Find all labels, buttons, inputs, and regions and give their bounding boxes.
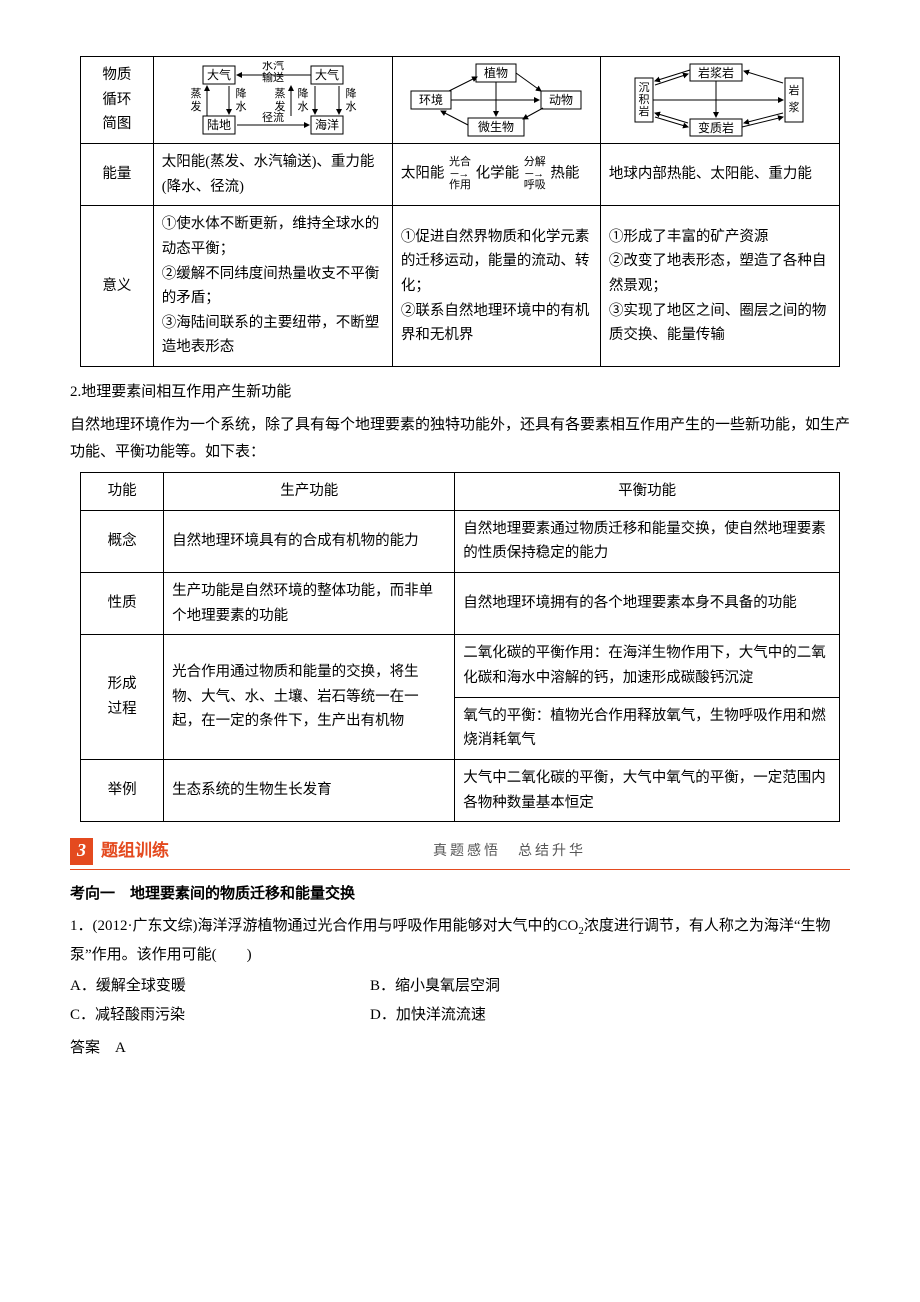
cell: ①使水体不断更新，维持全球水的动态平衡； ②缓解不同纬度间热量收支不平衡的矛盾；… bbox=[153, 206, 392, 367]
table-row: 举例 生态系统的生物生长发育 大气中二氧化碳的平衡，大气中氧气的平衡，一定范围内… bbox=[81, 759, 840, 821]
svg-text:岩: 岩 bbox=[788, 83, 799, 97]
option-d: D．加快洋流流速 bbox=[370, 1002, 670, 1029]
answer-line: 答案 A bbox=[70, 1035, 850, 1062]
node-daqi1: 大气 bbox=[207, 67, 231, 82]
svg-text:微生物: 微生物 bbox=[478, 120, 514, 134]
svg-text:岩: 岩 bbox=[638, 104, 649, 118]
diagram-rock-cycle: 岩浆岩 沉 积 岩 岩 浆 变质岩 bbox=[600, 57, 839, 144]
cell: 二氧化碳的平衡作用：在海洋生物作用下，大气中的二氧化碳和海水中溶解的钙，加速形成… bbox=[455, 635, 840, 697]
option-row: A．缓解全球变暖 B．缩小臭氧层空洞 bbox=[70, 973, 850, 1000]
svg-text:径流: 径流 bbox=[262, 110, 284, 124]
row-label: 物质 循环 简图 bbox=[81, 57, 154, 144]
cell: 大气中二氧化碳的平衡，大气中氧气的平衡，一定范围内各物种数量基本恒定 bbox=[455, 759, 840, 821]
node-daqi2: 大气 bbox=[315, 67, 339, 82]
cell: 自然地理环境拥有的各个地理要素本身不具备的功能 bbox=[455, 573, 840, 635]
table-row: 意义 ①使水体不断更新，维持全球水的动态平衡； ②缓解不同纬度间热量收支不平衡的… bbox=[81, 206, 840, 367]
col-header: 功能 bbox=[81, 473, 164, 511]
svg-text:环境: 环境 bbox=[419, 92, 443, 107]
option-row: C．减轻酸雨污染 D．加快洋流流速 bbox=[70, 1002, 850, 1029]
option-c: C．减轻酸雨污染 bbox=[70, 1002, 370, 1029]
svg-text:岩浆岩: 岩浆岩 bbox=[698, 65, 734, 80]
svg-text:浆: 浆 bbox=[788, 100, 799, 114]
cell: 生产功能是自然环境的整体功能，而非单个地理要素的功能 bbox=[164, 573, 455, 635]
cycle-comparison-table: 物质 循环 简图 大气 大气 陆地 海洋 bbox=[80, 56, 840, 367]
cell: 自然地理环境具有的合成有机物的能力 bbox=[164, 510, 455, 572]
row-label: 形成 过程 bbox=[81, 635, 164, 760]
section-subtitle: 真题感悟 总结升华 bbox=[169, 839, 850, 864]
table-row: 概念 自然地理环境具有的合成有机物的能力 自然地理要素通过物质迁移和能量交换，使… bbox=[81, 510, 840, 572]
table-row: 功能 生产功能 平衡功能 bbox=[81, 473, 840, 511]
svg-text:变质岩: 变质岩 bbox=[698, 120, 734, 135]
diagram-bio-cycle: 植物 环境 动物 微生物 bbox=[392, 57, 600, 144]
cell: ①形成了丰富的矿产资源 ②改变了地表形态，塑造了各种自然景观； ③实现了地区之间… bbox=[600, 206, 839, 367]
cell: 太阳能(蒸发、水汽输送)、重力能(降水、径流) bbox=[153, 144, 392, 206]
node-haiyang: 海洋 bbox=[315, 117, 339, 132]
table-row: 性质 生产功能是自然环境的整体功能，而非单个地理要素的功能 自然地理环境拥有的各… bbox=[81, 573, 840, 635]
svg-text:水: 水 bbox=[235, 100, 246, 113]
section-badge: 3 bbox=[70, 838, 93, 864]
option-a: A．缓解全球变暖 bbox=[70, 973, 370, 1000]
row-label: 能量 bbox=[81, 144, 154, 206]
svg-text:水: 水 bbox=[297, 100, 308, 113]
diagram-water-cycle: 大气 大气 陆地 海洋 水汽 输送 蒸 发 降 水 bbox=[153, 57, 392, 144]
cell-energy-bio: 太阳能 光合─→作用 化学能 分解─→呼吸 热能 bbox=[392, 144, 600, 206]
node-ludi: 陆地 bbox=[207, 117, 231, 132]
table-row: 物质 循环 简图 大气 大气 陆地 海洋 bbox=[81, 57, 840, 144]
svg-text:输送: 输送 bbox=[262, 70, 284, 84]
row-label: 概念 bbox=[81, 510, 164, 572]
row-label: 性质 bbox=[81, 573, 164, 635]
col-header: 平衡功能 bbox=[455, 473, 840, 511]
topic-heading: 考向一 地理要素间的物质迁移和能量交换 bbox=[70, 880, 850, 907]
cell: 氧气的平衡：植物光合作用释放氧气，生物呼吸作用和燃烧消耗氧气 bbox=[455, 697, 840, 759]
col-header: 生产功能 bbox=[164, 473, 455, 511]
svg-text:降: 降 bbox=[235, 86, 246, 100]
table-row: 能量 太阳能(蒸发、水汽输送)、重力能(降水、径流) 太阳能 光合─→作用 化学… bbox=[81, 144, 840, 206]
row-label: 举例 bbox=[81, 759, 164, 821]
svg-text:蒸: 蒸 bbox=[190, 87, 201, 100]
cell: 自然地理要素通过物质迁移和能量交换，使自然地理要素的性质保持稳定的能力 bbox=[455, 510, 840, 572]
cell: ①促进自然界物质和化学元素的迁移运动，能量的流动、转化； ②联系自然地理环境中的… bbox=[392, 206, 600, 367]
section-intro: 自然地理环境作为一个系统，除了具有每个地理要素的独特功能外，还具有各要素相互作用… bbox=[70, 412, 850, 466]
row-label: 意义 bbox=[81, 206, 154, 367]
svg-text:蒸: 蒸 bbox=[274, 87, 285, 100]
svg-text:积: 积 bbox=[638, 93, 649, 106]
section-heading: 2.地理要素间相互作用产生新功能 bbox=[70, 379, 850, 406]
svg-text:动物: 动物 bbox=[549, 93, 573, 107]
svg-text:降: 降 bbox=[345, 86, 356, 100]
table-row: 形成 过程 光合作用通过物质和能量的交换，将生物、大气、水、土壤、岩石等统一在一… bbox=[81, 635, 840, 697]
svg-text:发: 发 bbox=[190, 99, 201, 113]
svg-text:植物: 植物 bbox=[484, 65, 508, 80]
question-stem: 1．(2012·广东文综)海洋浮游植物通过光合作用与呼吸作用能够对大气中的CO2… bbox=[70, 913, 850, 969]
svg-text:发: 发 bbox=[274, 99, 285, 113]
cell: 生态系统的生物生长发育 bbox=[164, 759, 455, 821]
option-b: B．缩小臭氧层空洞 bbox=[370, 973, 670, 1000]
section-bar: 3 题组训练 真题感悟 总结升华 bbox=[70, 836, 850, 870]
function-table: 功能 生产功能 平衡功能 概念 自然地理环境具有的合成有机物的能力 自然地理要素… bbox=[80, 472, 840, 822]
cell: 光合作用通过物质和能量的交换，将生物、大气、水、土壤、岩石等统一在一起，在一定的… bbox=[164, 635, 455, 760]
cell: 地球内部热能、太阳能、重力能 bbox=[600, 144, 839, 206]
svg-text:降: 降 bbox=[297, 86, 308, 100]
section-title: 题组训练 bbox=[101, 836, 169, 867]
svg-text:沉: 沉 bbox=[638, 81, 649, 94]
svg-text:水汽: 水汽 bbox=[262, 61, 284, 72]
svg-text:水: 水 bbox=[345, 100, 356, 113]
